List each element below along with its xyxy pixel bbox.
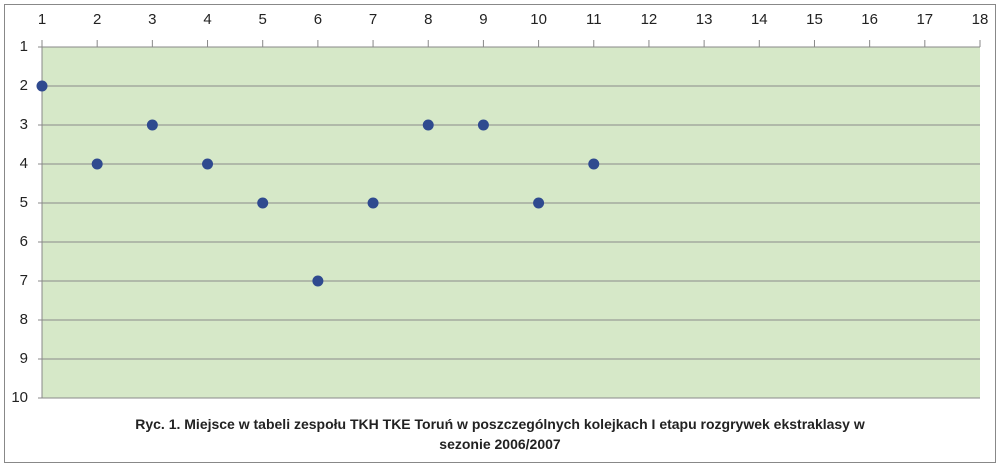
point xyxy=(36,80,48,92)
point xyxy=(91,158,103,170)
point xyxy=(202,158,214,170)
point xyxy=(588,158,600,170)
x-tick-label: 7 xyxy=(369,11,377,28)
y-tick-label: 3 xyxy=(20,116,28,133)
y-tick-label: 1 xyxy=(20,38,28,55)
y-tick-label: 4 xyxy=(20,155,28,172)
point xyxy=(533,197,545,209)
x-tick-label: 13 xyxy=(696,11,713,28)
point xyxy=(367,197,379,209)
x-tick-label: 10 xyxy=(530,11,547,28)
x-tick-label: 2 xyxy=(93,11,101,28)
y-tick-label: 2 xyxy=(20,77,28,94)
point xyxy=(312,275,324,287)
y-tick-label: 10 xyxy=(11,389,28,406)
x-tick-label: 16 xyxy=(861,11,878,28)
x-tick-label: 6 xyxy=(314,11,322,28)
x-tick-label: 12 xyxy=(641,11,658,28)
y-tick-label: 8 xyxy=(20,311,28,328)
x-tick-label: 15 xyxy=(806,11,823,28)
y-tick-label: 6 xyxy=(20,233,28,250)
y-tick-label: 7 xyxy=(20,272,28,289)
y-tick-label: 9 xyxy=(20,350,28,367)
x-tick-label: 4 xyxy=(203,11,211,28)
x-tick-label: 1 xyxy=(38,11,46,28)
x-tick-label: 14 xyxy=(751,11,768,28)
plot-area xyxy=(42,47,980,398)
x-tick-label: 11 xyxy=(586,11,602,28)
x-tick-label: 17 xyxy=(916,11,933,28)
point xyxy=(422,119,434,131)
point xyxy=(257,197,269,209)
chart-title: Ryc. 1. Miejsce w tabeli zespołu TKH TKE… xyxy=(135,416,865,452)
x-tick-label: 3 xyxy=(148,11,156,28)
x-tick-label: 8 xyxy=(424,11,432,28)
y-tick-label: 5 xyxy=(20,194,28,211)
x-tick-label: 18 xyxy=(972,11,989,28)
point xyxy=(146,119,158,131)
x-tick-label: 5 xyxy=(259,11,267,28)
point xyxy=(477,119,489,131)
x-tick-label: 9 xyxy=(479,11,487,28)
